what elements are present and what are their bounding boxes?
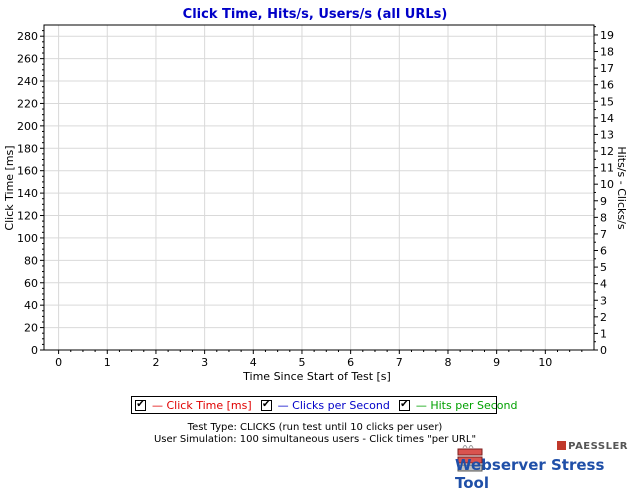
left-tick-label: 180: [17, 142, 38, 155]
right-tick-label: 15: [600, 95, 614, 108]
x-tick-label: 5: [298, 356, 305, 369]
x-tick-label: 8: [444, 356, 451, 369]
legend-checkbox-click-time[interactable]: ✔: [135, 399, 146, 411]
left-tick-label: 20: [24, 322, 38, 335]
x-tick-label: 9: [493, 356, 500, 369]
chart-title: Click Time, Hits/s, Users/s (all URLs): [183, 7, 448, 22]
right-tick-label: 1: [600, 327, 607, 340]
legend-checkbox-hits-per-second[interactable]: ✔: [398, 399, 410, 411]
right-tick-label: 10: [600, 178, 614, 191]
left-tick-label: 80: [24, 254, 38, 267]
left-tick-label: 140: [17, 187, 38, 200]
y-axis-right-label: Hits/s - Clicks/s: [615, 146, 628, 229]
right-tick-label: 9: [600, 195, 607, 208]
legend-checkbox-clicks-per-second[interactable]: ✔: [260, 399, 272, 411]
x-tick-label: 2: [152, 356, 159, 369]
right-tick-label: 13: [600, 128, 614, 141]
legend: ✔ — Click Time [ms] ✔ — Clicks per Secon…: [131, 396, 517, 414]
x-tick-label: 7: [396, 356, 403, 369]
left-tick-label: 120: [17, 210, 38, 223]
left-tick-label: 200: [17, 120, 38, 133]
user-simulation-text: User Simulation: 100 simultaneous users …: [153, 434, 477, 445]
chart: Click Time, Hits/s, Users/s (all URLs) 0…: [3, 7, 628, 383]
x-axis: 0 1 2 3 4 5 6 7 8 9 10: [55, 350, 583, 369]
x-tick-label: 6: [347, 356, 354, 369]
x-tick-label: 0: [55, 356, 62, 369]
right-tick-label: 0: [600, 344, 607, 357]
right-tick-label: 11: [600, 162, 614, 175]
left-tick-label: 260: [17, 53, 38, 66]
right-tick-label: 5: [600, 261, 607, 274]
left-tick-label: 100: [17, 232, 38, 245]
right-tick-label: 6: [600, 245, 607, 258]
x-tick-label: 4: [250, 356, 257, 369]
right-tick-label: 16: [600, 79, 614, 92]
right-tick-label: 18: [600, 46, 614, 59]
left-axis: 0 20 40 60 80 100 120 140 160 180 200 220 240 260 280: [17, 30, 44, 357]
left-tick-label: 220: [17, 97, 38, 110]
right-tick-label: 7: [600, 228, 607, 241]
paessler-p-icon: [557, 441, 567, 450]
right-tick-label: 8: [600, 211, 607, 224]
test-type-text: Test Type: CLICKS (run test until 10 cli…: [187, 422, 443, 433]
left-tick-label: 60: [24, 277, 38, 290]
right-tick-label: 3: [600, 294, 607, 307]
left-tick-label: 40: [24, 299, 38, 312]
left-tick-label: 240: [17, 75, 38, 88]
right-tick-label: 12: [600, 145, 614, 158]
server-stack-icon: [457, 445, 483, 472]
legend-label-clicks-per-second: — Clicks per Second: [277, 398, 390, 412]
grid: [44, 25, 594, 350]
logo-brand: PAESSLER: [557, 441, 628, 452]
legend-label-click-time: — Click Time [ms]: [152, 398, 252, 412]
logo-product: Webserver Stress Tool: [455, 456, 605, 492]
plot-frame: [43, 24, 595, 351]
right-tick-label: 17: [600, 62, 614, 75]
left-tick-label: 0: [31, 344, 38, 357]
paessler-logo: PAESSLER Webserver Stress Tool: [455, 441, 630, 492]
legend-label-hits-per-second: — Hits per Second: [415, 398, 518, 412]
legend-item-click-time[interactable]: ✔ — Click Time [ms]: [135, 399, 252, 412]
right-tick-label: 14: [600, 112, 614, 125]
left-tick-label: 280: [17, 30, 38, 43]
x-tick-label: 10: [538, 356, 552, 369]
legend-item-clicks-per-second[interactable]: ✔ — Clicks per Second: [260, 398, 390, 412]
x-tick-label: 3: [201, 356, 208, 369]
right-tick-label: 4: [600, 278, 607, 291]
left-tick-label: 160: [17, 165, 38, 178]
legend-item-hits-per-second[interactable]: ✔ — Hits per Second: [398, 398, 518, 412]
x-tick-label: 1: [104, 356, 111, 369]
y-axis-left-label: Click Time [ms]: [3, 145, 16, 230]
x-axis-label: Time Since Start of Test [s]: [242, 370, 391, 383]
right-tick-label: 19: [600, 29, 614, 42]
right-tick-label: 2: [600, 311, 607, 324]
